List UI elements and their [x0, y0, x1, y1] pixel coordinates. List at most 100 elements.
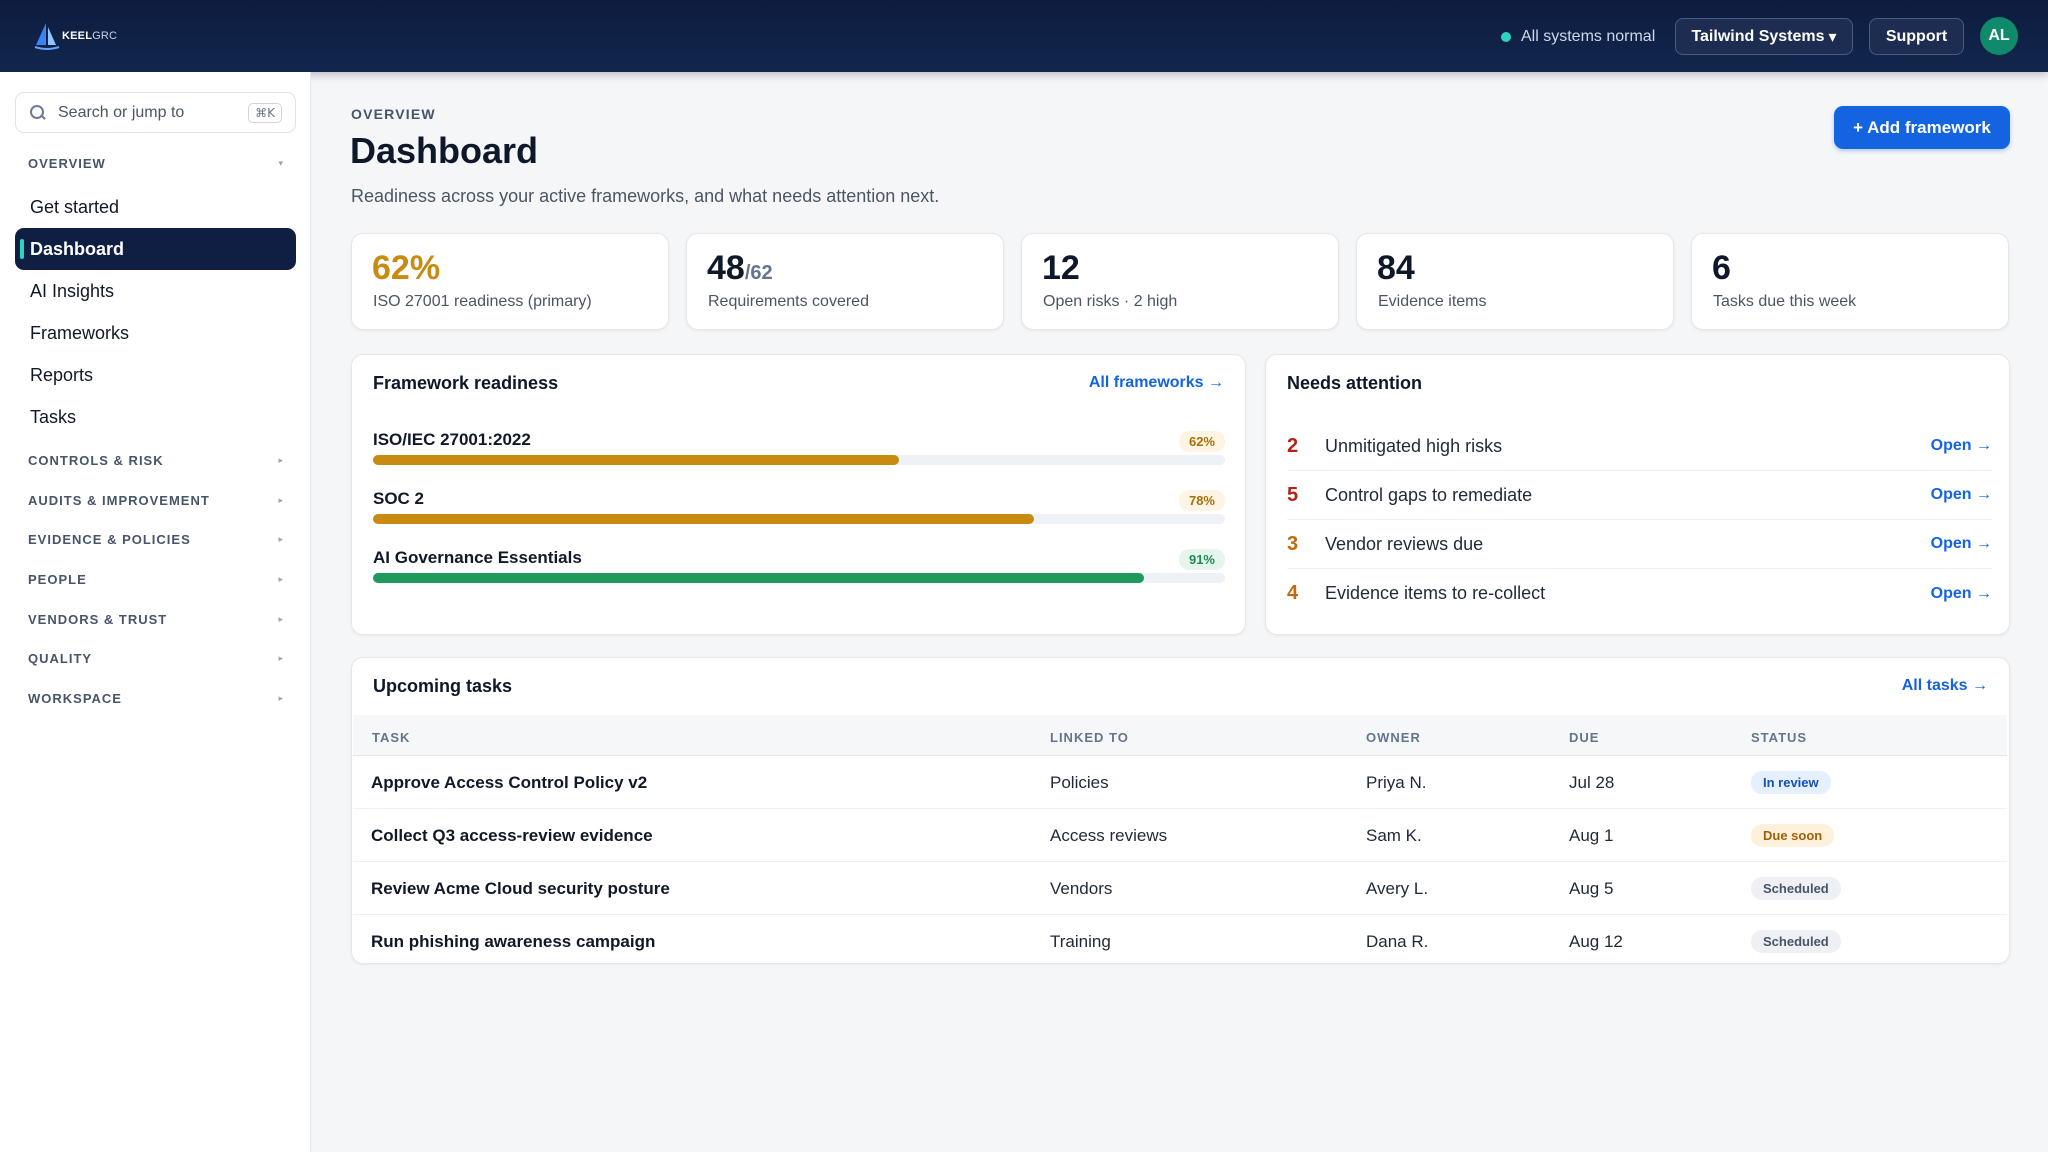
chevron-right-icon: ▸	[278, 574, 284, 584]
task-owner: Dana R.	[1366, 932, 1429, 951]
kpi-card-evidence[interactable]: 84 Evidence items	[1356, 233, 1674, 330]
framework-percent-badge: 91%	[1178, 549, 1225, 570]
column-header-owner[interactable]: OWNER	[1366, 730, 1421, 745]
section-label: CONTROLS & RISK	[28, 453, 164, 468]
sidebar-section-quality[interactable]: QUALITY ▸	[28, 651, 284, 666]
sidebar-item-dashboard[interactable]: Dashboard	[15, 228, 296, 270]
column-header-due[interactable]: DUE	[1569, 730, 1600, 745]
card-title: Framework readiness	[373, 373, 559, 393]
org-name: Tailwind Systems	[1691, 27, 1825, 45]
all-frameworks-link[interactable]: All frameworks →	[1088, 374, 1224, 391]
kpi-card-requirements[interactable]: 48/62 Requirements covered	[686, 233, 1004, 330]
task-name[interactable]: Collect Q3 access-review evidence	[371, 826, 653, 845]
table-header: TASK LINKED TO OWNER DUE STATUS	[353, 715, 2007, 756]
kpi-card-open-risks[interactable]: 12 Open risks · 2 high	[1021, 233, 1339, 330]
column-header-task[interactable]: TASK	[372, 730, 411, 745]
attention-text: Evidence items to re-collect	[1325, 583, 1546, 603]
status-badge: In review	[1751, 771, 1831, 794]
attention-text: Unmitigated high risks	[1325, 435, 1503, 456]
table-row[interactable]: Run phishing awareness campaign Training…	[353, 915, 2007, 968]
sidebar-section-vendors[interactable]: VENDORS & TRUST ▸	[28, 612, 284, 627]
attention-open-link[interactable]: Open →	[1930, 437, 1992, 454]
task-due: Aug 12	[1569, 932, 1623, 951]
table-row[interactable]: Collect Q3 access-review evidence Access…	[353, 809, 2007, 862]
attention-open-link[interactable]: Open →	[1930, 584, 1992, 602]
attention-item[interactable]: 2 Unmitigated high risks Open →	[1287, 422, 1992, 471]
sidebar-item-tasks[interactable]: Tasks	[30, 406, 77, 427]
chevron-right-icon: ▸	[278, 653, 284, 663]
task-name[interactable]: Run phishing awareness campaign	[371, 932, 656, 951]
sidebar-item-ai-insights[interactable]: AI Insights	[30, 280, 115, 301]
task-name[interactable]: Approve Access Control Policy v2	[371, 773, 648, 792]
section-label: WORKSPACE	[28, 691, 122, 706]
section-label: QUALITY	[28, 651, 93, 666]
task-owner: Sam K.	[1366, 826, 1422, 845]
progress-track	[373, 455, 1225, 465]
system-status-text: All systems normal	[1521, 28, 1656, 45]
org-switcher-button[interactable]: Tailwind Systems ▾	[1675, 18, 1853, 55]
section-label: AUDITS & IMPROVEMENT	[28, 493, 210, 508]
page-subtitle: Readiness across your active frameworks,…	[351, 186, 940, 206]
kpi-value: 6	[1712, 249, 1731, 287]
attention-open-link[interactable]: Open →	[1930, 535, 1992, 552]
status-dot-icon	[1501, 32, 1511, 42]
sidebar-section-workspace[interactable]: WORKSPACE ▸	[28, 691, 284, 706]
column-header-status[interactable]: STATUS	[1751, 730, 1808, 745]
card-title: Upcoming tasks	[373, 676, 513, 696]
sidebar-item-reports[interactable]: Reports	[30, 364, 94, 385]
upcoming-tasks-card: Upcoming tasks All tasks → TASK LINKED T…	[351, 657, 2010, 964]
status-badge: Scheduled	[1751, 877, 1841, 900]
page-title: Dashboard	[350, 130, 539, 171]
brand-logo[interactable]: KEELGRC	[34, 20, 117, 52]
attention-item[interactable]: 4 Evidence items to re-collect Open →	[1287, 569, 1992, 618]
kpi-label: ISO 27001 readiness (primary)	[373, 293, 592, 310]
task-owner: Priya N.	[1366, 773, 1427, 792]
attention-count: 2	[1287, 434, 1299, 457]
user-avatar[interactable]: AL	[1980, 17, 2018, 55]
progress-track	[373, 514, 1225, 524]
attention-count: 4	[1287, 582, 1299, 604]
kpi-card-readiness[interactable]: 62% ISO 27001 readiness (primary)	[351, 233, 669, 330]
kpi-card-tasks-due[interactable]: 6 Tasks due this week	[1691, 233, 2009, 330]
sidebar-section-evidence[interactable]: EVIDENCE & POLICIES ▸	[28, 532, 284, 547]
search-input[interactable]: Search or jump to ⌘K	[15, 92, 296, 133]
task-linked: Vendors	[1050, 879, 1113, 898]
kpi-label: Tasks due this week	[1713, 293, 1857, 310]
top-bar: KEELGRC All systems normal Tailwind Syst…	[0, 0, 2048, 72]
task-due: Aug 5	[1569, 879, 1614, 898]
task-linked: Policies	[1050, 773, 1109, 792]
attention-count: 3	[1287, 532, 1299, 555]
framework-percent-badge: 62%	[1178, 431, 1225, 452]
needs-attention-card: Needs attention 2 Unmitigated high risks…	[1265, 354, 2010, 635]
sidebar-item-get-started[interactable]: Get started	[30, 196, 120, 217]
attention-open-link[interactable]: Open →	[1930, 486, 1992, 503]
sidebar-section-controls-risk[interactable]: CONTROLS & RISK ▸	[28, 453, 284, 468]
kpi-label: Evidence items	[1378, 293, 1487, 310]
column-header-linked[interactable]: LINKED TO	[1050, 730, 1129, 745]
sidebar-section-audits[interactable]: AUDITS & IMPROVEMENT ▸	[28, 493, 284, 508]
chevron-right-icon: ▸	[278, 693, 284, 703]
sidebar-section-people[interactable]: PEOPLE ▸	[28, 572, 284, 587]
table-row[interactable]: Review Acme Cloud security posture Vendo…	[353, 862, 2007, 915]
search-shortcut: ⌘K	[248, 102, 282, 123]
sidebar-item-frameworks[interactable]: Frameworks	[30, 322, 130, 343]
all-tasks-link[interactable]: All tasks →	[1901, 677, 1988, 694]
kpi-label: Open risks · 2 high	[1043, 293, 1178, 310]
framework-name: AI Governance Essentials	[373, 548, 582, 567]
add-framework-button[interactable]: + Add framework	[1834, 106, 2010, 149]
kpi-value: 48/62	[707, 249, 773, 287]
attention-text: Control gaps to remediate	[1325, 484, 1533, 505]
sail-icon	[34, 23, 60, 50]
attention-item[interactable]: 3 Vendor reviews due Open →	[1287, 520, 1992, 569]
task-linked: Training	[1050, 932, 1111, 951]
support-button[interactable]: Support	[1869, 18, 1964, 55]
task-name[interactable]: Review Acme Cloud security posture	[371, 879, 670, 898]
task-due: Aug 1	[1569, 826, 1614, 845]
kpi-label: Requirements covered	[708, 293, 869, 310]
search-icon	[29, 104, 46, 121]
sidebar-section-overview[interactable]: OVERVIEW ▾	[28, 156, 284, 171]
attention-item[interactable]: 5 Control gaps to remediate Open →	[1287, 471, 1992, 520]
table-row[interactable]: Approve Access Control Policy v2 Policie…	[353, 756, 2007, 809]
framework-name: ISO/IEC 27001:2022	[373, 430, 531, 449]
chevron-down-icon: ▾	[1828, 28, 1837, 46]
